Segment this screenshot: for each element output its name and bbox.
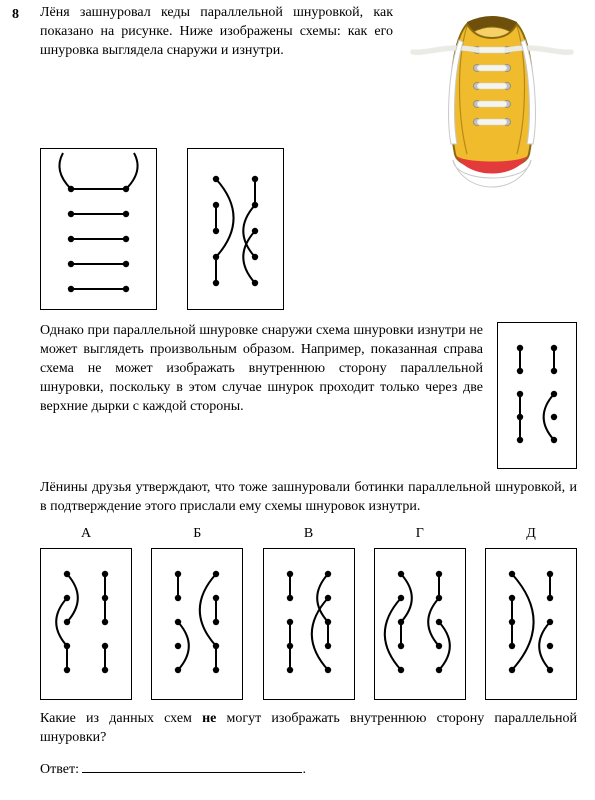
- option-label-g: Г: [416, 525, 424, 544]
- shoe-illustration: [407, 4, 577, 204]
- answer-terminator: .: [302, 762, 306, 777]
- question-text: Какие из данных схем не могут изображать…: [40, 710, 577, 748]
- option-label-v: В: [304, 525, 313, 544]
- answer-blank[interactable]: [82, 759, 302, 773]
- paragraph-2: Однако при параллельной шнуровке снаружи…: [40, 322, 483, 416]
- option-label-d: Д: [526, 525, 536, 544]
- paragraph-1: Лёня зашнуровал кеды параллельной шнуров…: [40, 4, 393, 61]
- question-number: 8: [12, 4, 40, 322]
- answer-label: Ответ:: [40, 762, 79, 777]
- diagram-option-b: [151, 548, 243, 700]
- diagram-option-a: [40, 548, 132, 700]
- paragraph-3: Лёнины друзья утверждают, что тоже зашну…: [40, 479, 577, 517]
- option-label-b: Б: [193, 525, 201, 544]
- option-label-a: А: [81, 525, 91, 544]
- answer-line: Ответ: .: [40, 759, 577, 780]
- diagram-outside: [40, 148, 157, 310]
- diagram-option-d: [485, 548, 577, 700]
- options-row: А Б В Г Д: [40, 525, 577, 700]
- diagram-option-v: [263, 548, 355, 700]
- diagram-counterexample: [497, 322, 577, 469]
- diagram-option-g: [374, 548, 466, 700]
- diagram-inside: [187, 148, 284, 310]
